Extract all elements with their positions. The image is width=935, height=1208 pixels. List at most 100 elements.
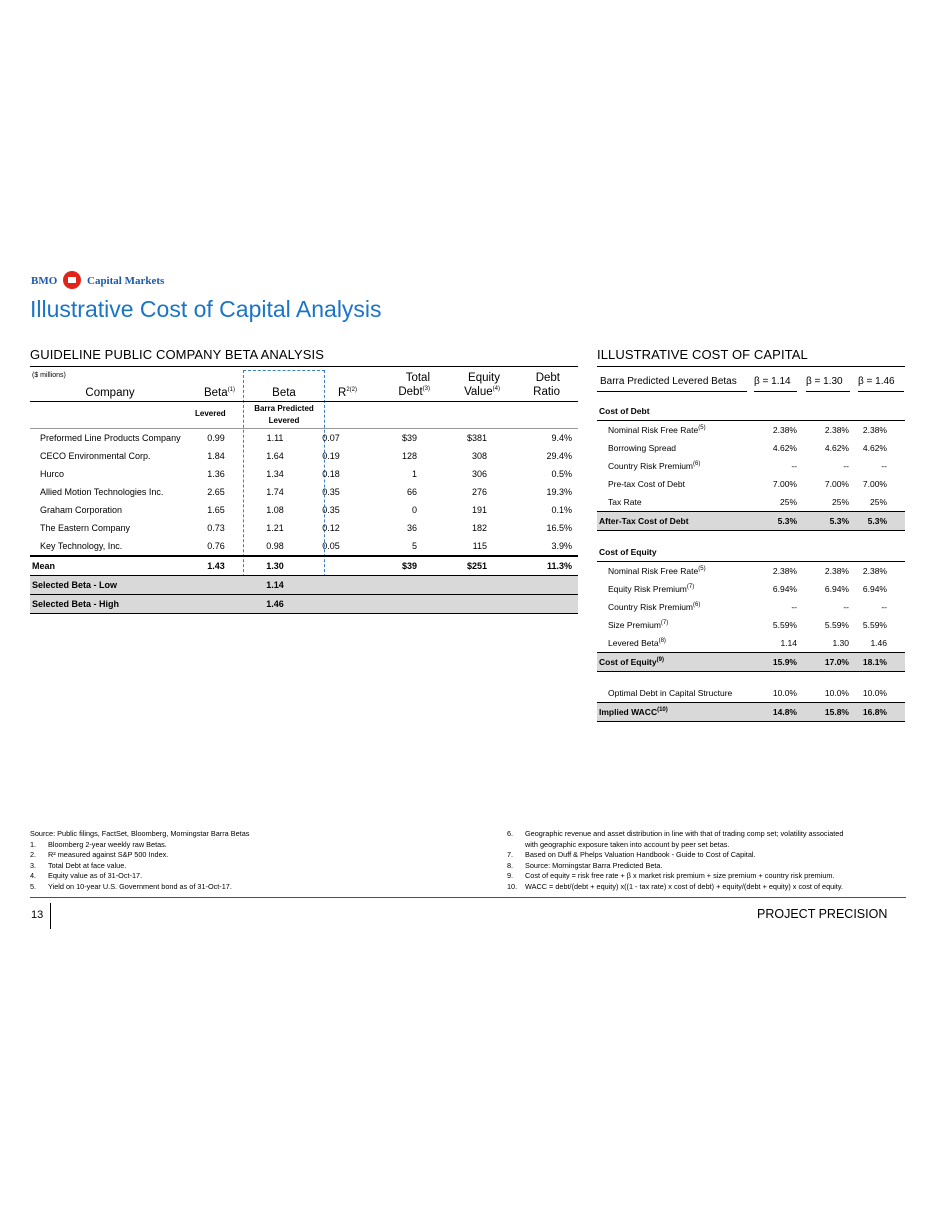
footnote-item: with geographic exposure taken into acco… [507, 840, 907, 851]
equity-row-text: Size Premium [608, 620, 661, 630]
selected-beta-value: 1.46 [266, 599, 284, 609]
equity-row-value: 6.94% [824, 584, 849, 594]
beta-table: Preformed Line Products Company 0.99 1.11 0… [30, 429, 578, 614]
footnote-text: Cost of equity = risk free rate + β x ma… [525, 871, 835, 881]
mean-label: Mean [32, 561, 56, 571]
equity-row: Nominal Risk Free Rate(5) 2.38% 2.38% 2.38% [597, 561, 905, 581]
cost-of-equity-row-value: 17.0% [824, 657, 849, 667]
r2-cell: 0.07 [322, 433, 340, 443]
equity-row-value: -- [843, 602, 849, 612]
debt-row-text: Nominal Risk Free Rate [608, 425, 699, 435]
debt-row-label: Tax Rate [597, 493, 747, 512]
spacer-1-cell [597, 531, 905, 544]
mean-row: Mean 1.43 1.30 $39 $251 11.3% [30, 556, 578, 576]
spacer-2 [597, 672, 905, 685]
debt-row-value: 4.62% [772, 443, 797, 453]
implied-wacc-row-footnote: (10) [657, 707, 668, 714]
debt-ratio-cell: 9.4% [551, 433, 572, 443]
footer-divider [50, 903, 51, 929]
right-head-rule-4 [858, 391, 904, 392]
cost-of-equity-row-footnote: (9) [656, 657, 664, 664]
implied-wacc-row-value: 16.8% [862, 707, 887, 717]
left-header-rule [30, 401, 578, 402]
debt-row-text: Country Risk Premium [608, 461, 694, 471]
mean-barra: 1.30 [266, 561, 284, 571]
optimal-debt-row-value: 10.0% [862, 688, 887, 698]
r2-cell: 0.19 [322, 451, 340, 461]
selected-beta-low-row: Selected Beta - Low 1.14 [30, 575, 578, 595]
beta-cell: 1.84 [207, 451, 225, 461]
equity-cell: 115 [472, 541, 487, 551]
optimal-debt-row-value: 10.0% [772, 688, 797, 698]
equity-row-text: Levered Beta [608, 638, 659, 648]
col-equity-value: Equity Value(4) [464, 372, 500, 398]
debt-cell: 128 [401, 451, 417, 461]
left-subheader-rule [30, 428, 578, 429]
debt-row-value: -- [791, 461, 797, 471]
col-beta-barra: Beta [272, 387, 296, 399]
implied-wacc-row-value: 15.8% [824, 707, 849, 717]
r2-cell: 0.35 [322, 487, 340, 497]
equity-cell: $381 [466, 433, 487, 443]
debt-row-text: Borrowing Spread [608, 443, 677, 453]
after-tax-cost-of-debt-row-text: After-Tax Cost of Debt [599, 516, 689, 526]
page-title: Illustrative Cost of Capital Analysis [30, 296, 382, 322]
footnote-text: Total Debt at face value. [48, 860, 127, 870]
col-total-debt: Total Debt(3) [398, 372, 430, 398]
footnote-text: Yield on 10-year U.S. Government bond as… [48, 881, 232, 891]
debt-row-value: 2.38% [824, 425, 849, 435]
table-row: Preformed Line Products Company 0.99 1.11 0… [30, 429, 578, 447]
company-cell: Graham Corporation [40, 505, 123, 515]
equity-row-value: 2.38% [824, 566, 849, 576]
debt-row-value: 25% [831, 497, 849, 507]
right-head-rule-3 [806, 391, 850, 392]
footnote-number: 1. [30, 839, 37, 849]
debt-row-footnote: (6) [693, 461, 701, 468]
debt-row-value: 2.38% [772, 425, 797, 435]
footnote-text: Equity value as of 31-Oct-17. [48, 871, 143, 881]
footnote-number: 7. [507, 850, 514, 860]
col-r2: R2(2) [338, 387, 357, 399]
debt-row: Tax Rate 25% 25% 25% [597, 493, 905, 512]
mean-beta: 1.43 [207, 561, 225, 571]
r2-cell: 0.12 [322, 523, 340, 533]
implied-wacc-row: Implied WACC(10) 14.8% 15.8% 16.8% [597, 702, 905, 722]
debt-ratio-cell: 19.3% [546, 487, 572, 497]
equity-row-label: Size Premium(7) [597, 616, 747, 634]
r2-cell: 0.05 [322, 541, 340, 551]
footnote-item: 9. Cost of equity = risk free rate + β x … [507, 871, 907, 882]
cost-of-equity-row-value: 18.1% [862, 657, 887, 667]
logo-bmo: BMO [31, 275, 58, 287]
optimal-debt-row-label: Optimal Debt in Capital Structure [597, 684, 747, 703]
debt-row-text: Tax Rate [608, 497, 642, 507]
cost-of-equity-row-value: 15.9% [772, 657, 797, 667]
col-debt-ratio: Debt Ratio [533, 372, 560, 398]
equity-row-value: 1.30 [832, 638, 849, 648]
barra-subheader: Barra Predicted Levered [254, 404, 314, 425]
footer-rule [30, 897, 906, 898]
barra-beta-cell: 1.64 [266, 451, 284, 461]
col-company: Company [85, 387, 135, 399]
r2-cell: 0.18 [322, 469, 340, 479]
page-number: 13 [31, 909, 44, 921]
project-name: PROJECT PRECISION [757, 907, 888, 921]
footnote-text: R² measured against S&P 500 Index. [48, 850, 169, 860]
table-row: Graham Corporation 1.65 1.08 0.35 0 191 0.1% [30, 501, 578, 519]
debt-ratio-cell: 16.5% [546, 523, 572, 533]
after-tax-cost-of-debt-row: After-Tax Cost of Debt 5.3% 5.3% 5.3% [597, 511, 905, 531]
footnote-text: with geographic exposure taken into acco… [525, 839, 730, 849]
footnote-item: 5. Yield on 10-year U.S. Government bond … [30, 882, 480, 893]
debt-ratio-cell: 29.4% [546, 451, 572, 461]
beta-col-3: β = 1.46 [858, 376, 895, 387]
company-cell: CECO Environmental Corp. [40, 451, 151, 461]
barra-beta-highlight-box [243, 370, 325, 607]
debt-row-value: 7.00% [772, 479, 797, 489]
footnote-text: Bloomberg 2-year weekly raw Betas. [48, 839, 167, 849]
barra-beta-cell: 1.11 [266, 433, 284, 443]
equity-row-value: 1.14 [780, 638, 797, 648]
cost-of-capital-table: Cost of Debt Nominal Risk Free Rate(5) 2.3… [597, 402, 905, 722]
logo-capital-markets: Capital Markets [87, 275, 165, 287]
footnote-text: Source: Morningstar Barra Predicted Beta… [525, 860, 663, 870]
equity-row-value: 6.94% [862, 584, 887, 594]
equity-row-footnote: (5) [698, 566, 706, 573]
